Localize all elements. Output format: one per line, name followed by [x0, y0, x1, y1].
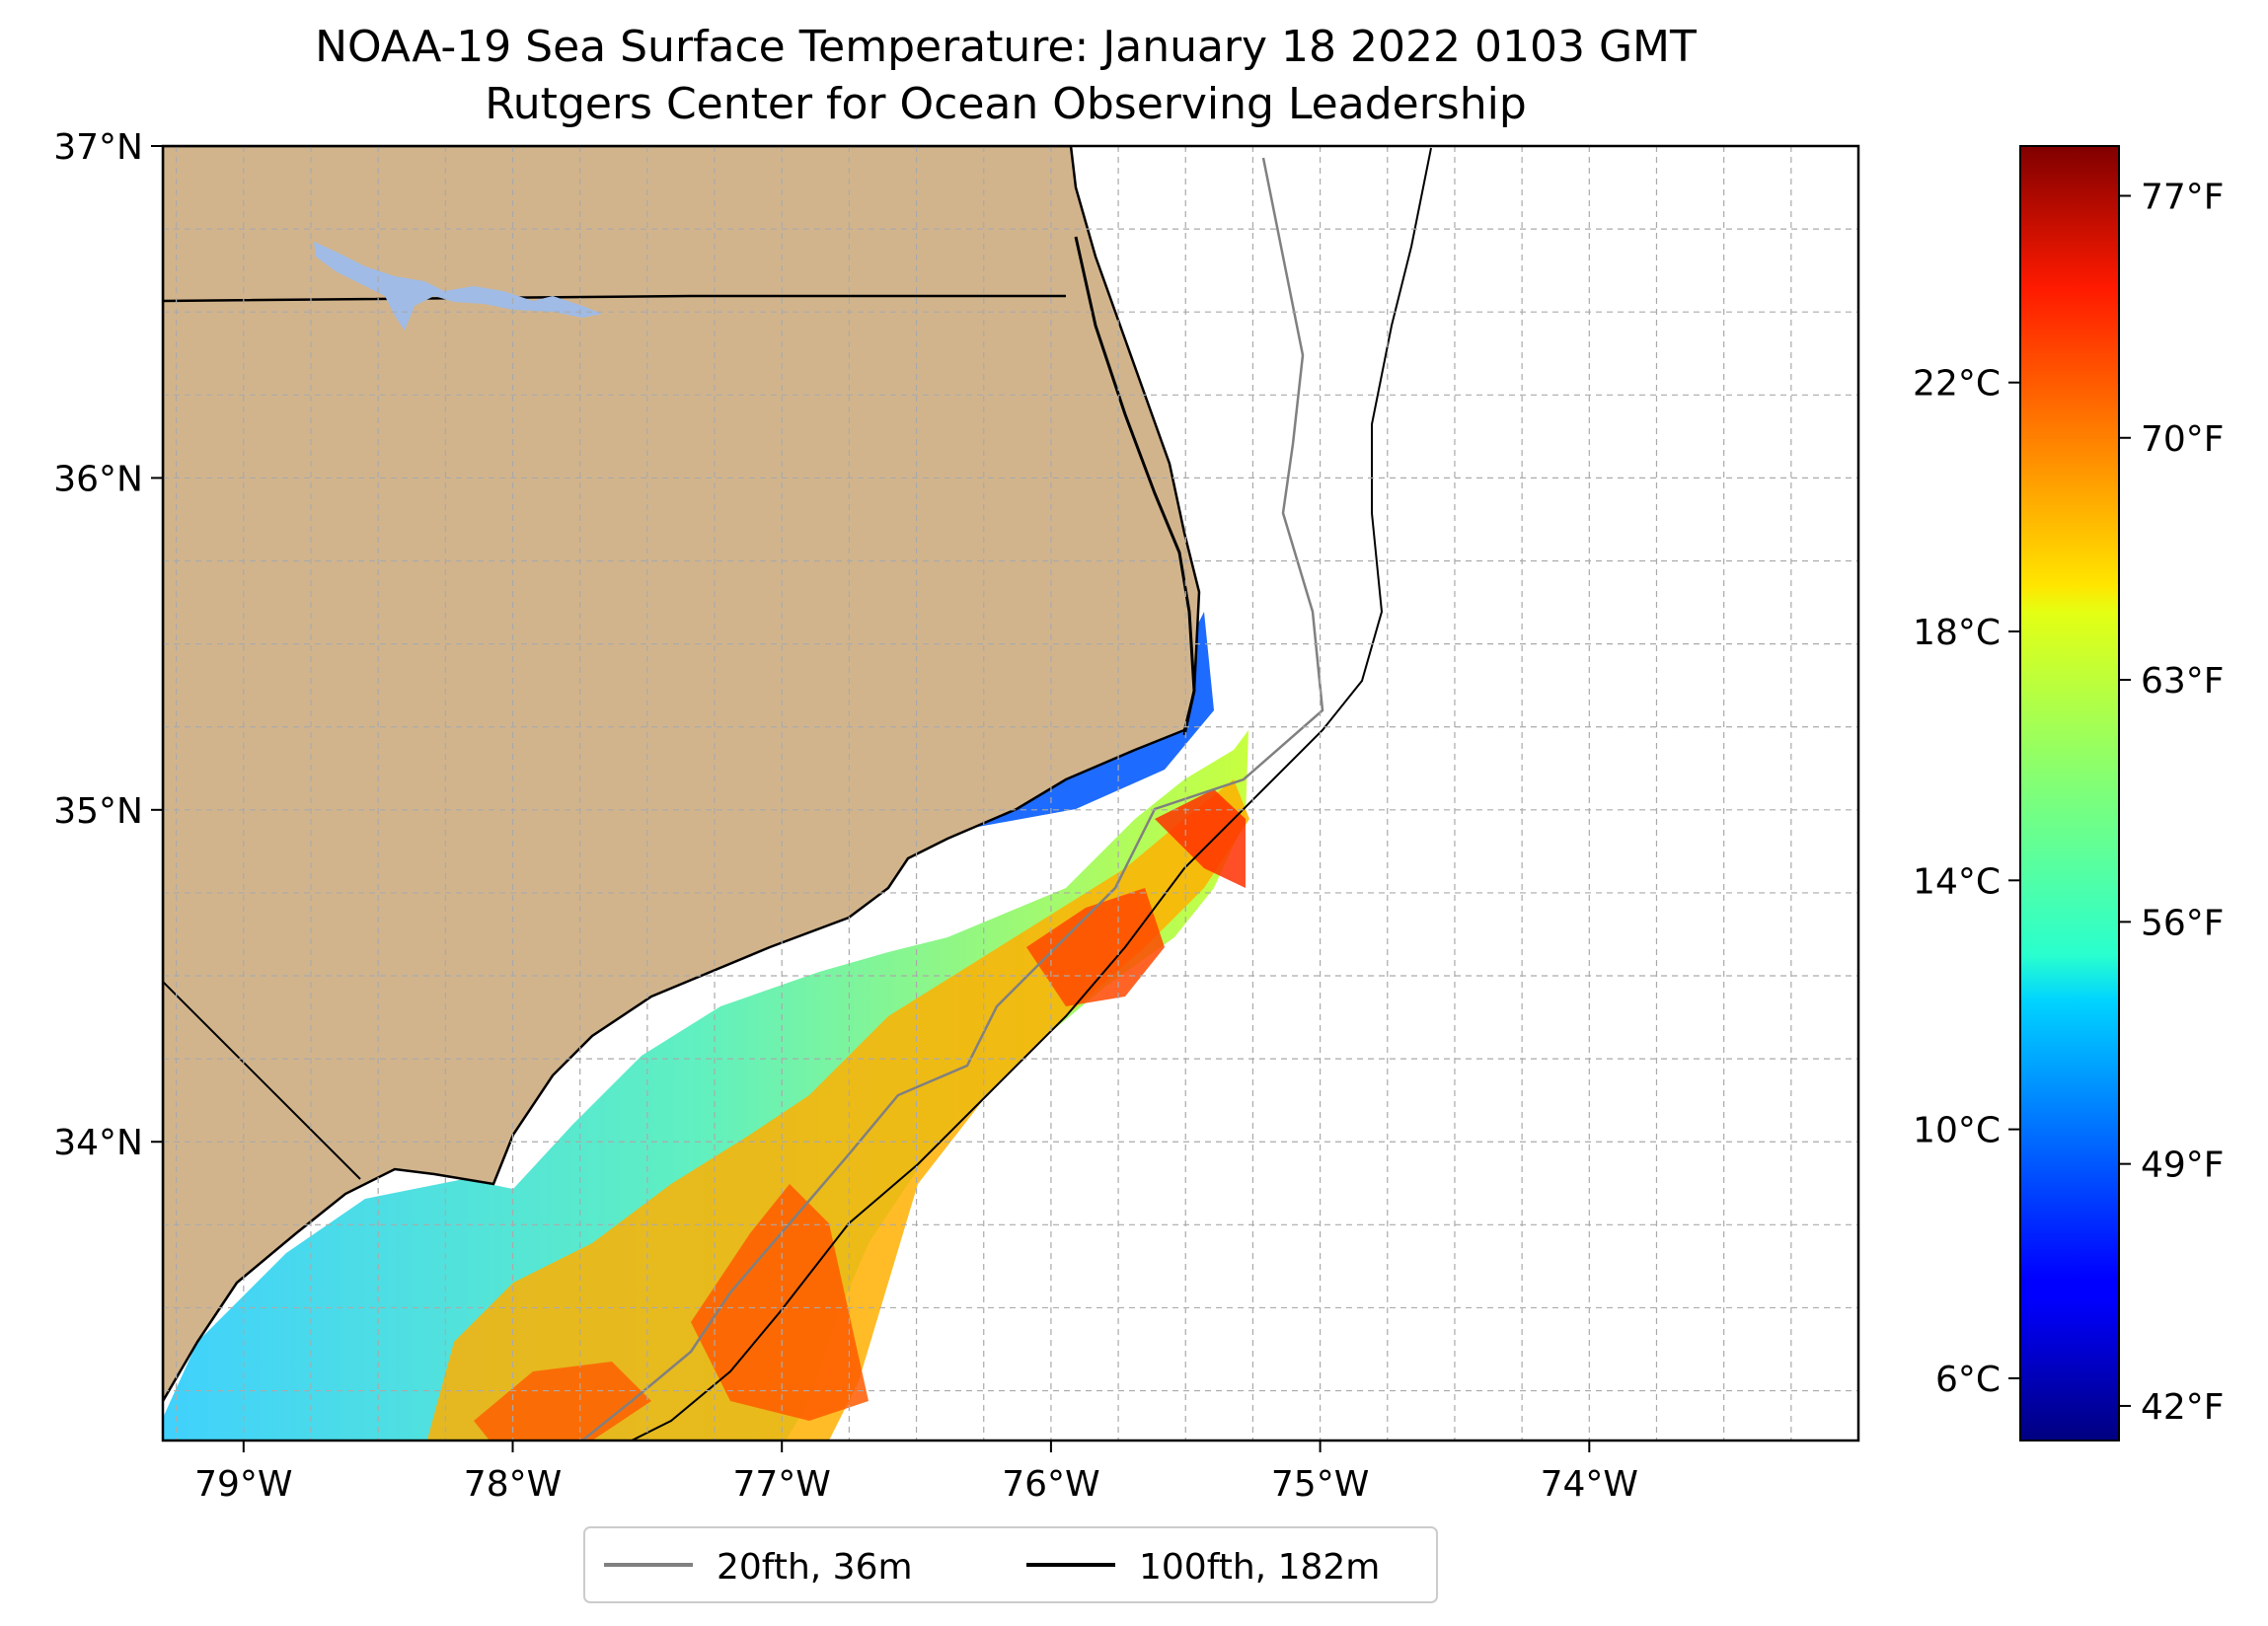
map-frame: [161, 144, 1860, 1442]
lat-tick-label: 36°N: [53, 459, 143, 499]
lon-tick-label: 79°W: [194, 1464, 292, 1505]
colorbar: 6°C 10°C 14°C 18°C 22°C 42°F 49°F 56°F 63°F 70°F…: [1913, 145, 2225, 1441]
map-title: NOAA-19 Sea Surface Temperature: January…: [315, 22, 1697, 72]
isobath-100fth: [631, 147, 1432, 1441]
isobath-20fth: [581, 157, 1324, 1441]
fahrenheit-tick-label: 42°F: [2141, 1387, 2225, 1428]
lon-tick-label: 77°W: [733, 1464, 831, 1505]
fahrenheit-tick-label: 49°F: [2141, 1146, 2225, 1186]
legend-label-100fth: 100fth, 182m: [1139, 1547, 1380, 1588]
lat-tick-label: 34°N: [53, 1123, 143, 1163]
map-gridlines: [163, 146, 1858, 1441]
isobath-legend: 20fth, 36m 100fth, 182m: [583, 1526, 1438, 1603]
fahrenheit-tick-label: 63°F: [2141, 661, 2225, 702]
lon-tick-label: 76°W: [1002, 1464, 1099, 1505]
lat-tick-label: 35°N: [53, 791, 143, 832]
lon-tick-label: 75°W: [1271, 1464, 1369, 1505]
lon-tick-label: 74°W: [1541, 1464, 1638, 1505]
celsius-tick-label: 6°C: [1935, 1360, 2001, 1400]
longitude-axis: 79°W 78°W 77°W 76°W 75°W 74°W: [194, 1441, 1638, 1505]
map-panel: 79°W 78°W 77°W 76°W 75°W 74°W 37°N 36°N 35°N 34°…: [53, 127, 1860, 1505]
celsius-tick-label: 14°C: [1913, 861, 2001, 902]
celsius-tick-label: 10°C: [1913, 1111, 2001, 1151]
colorbar-celsius-ticks: 6°C 10°C 14°C 18°C 22°C: [1913, 364, 2020, 1400]
colorbar-fahrenheit-ticks: 42°F 49°F 56°F 63°F 70°F 77°F: [2119, 177, 2225, 1428]
fahrenheit-tick-label: 56°F: [2141, 903, 2225, 943]
colorbar-gradient: [2019, 145, 2120, 1441]
map-subtitle: Rutgers Center for Ocean Observing Leade…: [485, 79, 1527, 129]
lon-tick-label: 78°W: [464, 1464, 562, 1505]
lake-gaston: [314, 242, 602, 331]
fahrenheit-tick-label: 77°F: [2141, 177, 2225, 217]
latitude-axis: 37°N 36°N 35°N 34°N: [53, 127, 163, 1163]
celsius-tick-label: 18°C: [1913, 613, 2001, 653]
celsius-tick-label: 22°C: [1913, 364, 2001, 405]
fahrenheit-tick-label: 70°F: [2141, 419, 2225, 460]
lat-tick-label: 37°N: [53, 127, 143, 168]
land-north-carolina: [163, 146, 1201, 1404]
legend-label-20fth: 20fth, 36m: [717, 1547, 913, 1588]
